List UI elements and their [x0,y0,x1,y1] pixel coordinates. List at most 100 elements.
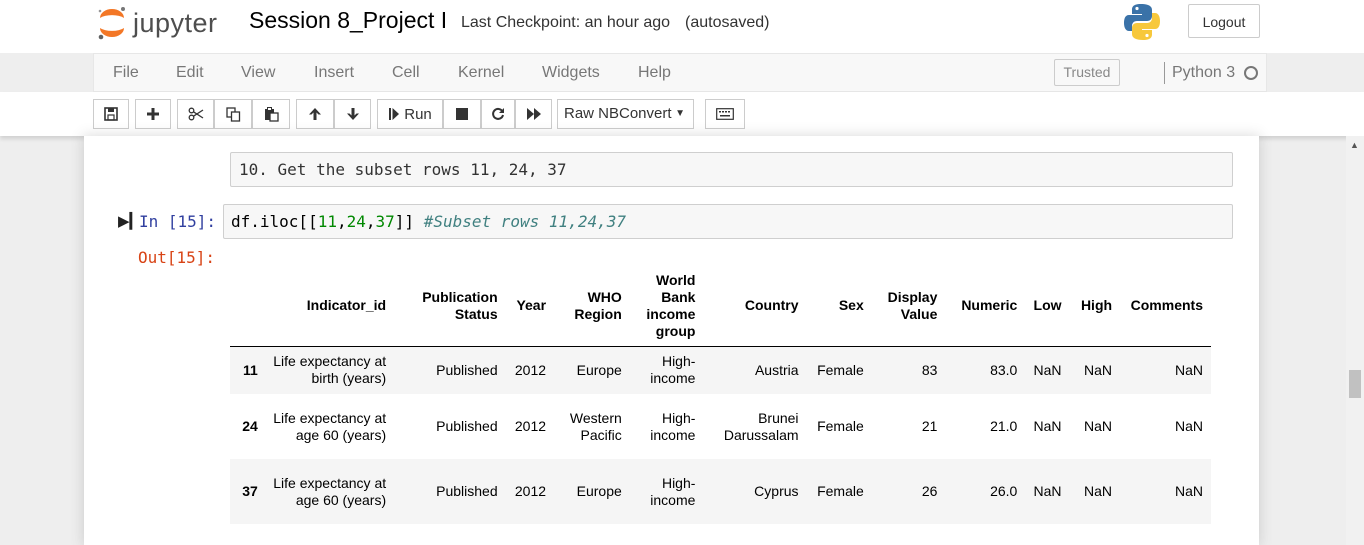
table-cell: Life expectancy at age 60 (years) [273,409,387,443]
arrow-up-icon [309,108,321,120]
menu-kernel[interactable]: Kernel [458,64,505,81]
table-cell: NaN [1084,483,1113,499]
table-header: Year [505,266,555,347]
menu-cell[interactable]: Cell [392,64,420,81]
cut-button[interactable] [177,99,214,129]
menu-view[interactable]: View [241,64,276,81]
code-text: ]] [394,212,424,231]
insert-cell-button[interactable] [135,99,171,129]
copy-button[interactable] [214,99,252,129]
interrupt-button[interactable] [443,99,481,129]
table-header: World Bank income group [629,266,704,347]
table-cell: Female [817,361,864,378]
table-cell: NaN [1084,361,1113,378]
menu-bar: File Edit View Insert Cell Kernel Widget… [93,53,1267,92]
table-cell: Published [436,418,498,434]
table-header: WHO Region [554,266,630,347]
run-button[interactable]: Run [377,99,443,129]
restart-run-all-button[interactable] [515,99,552,129]
table-cell: Female [817,418,864,434]
table-cell: 26 [921,483,938,499]
input-prompt: In [15]: [139,212,217,231]
stop-icon [456,108,468,120]
table-row: 37 Life expectancy at age 60 (years) Pub… [230,459,1211,524]
save-button[interactable] [93,99,129,129]
table-cell: 26.0 [990,483,1018,499]
code-number: 37 [375,212,395,231]
checkpoint-status: Last Checkpoint: an hour ago [461,14,671,31]
move-up-button[interactable] [296,99,334,129]
code-number: 11 [317,212,337,231]
table-cell: NaN [1033,418,1062,434]
table-cell: NaN [1084,418,1113,434]
python-logo-icon [1124,4,1160,40]
table-cell: Western Pacific [569,409,622,443]
table-cell: 21 [921,418,938,434]
table-cell: Brunei Darussalam [723,409,799,443]
kernel-idle-icon [1244,66,1258,80]
table-header: Display Value [871,266,946,347]
table-header: Indicator_id [265,266,395,347]
logout-button[interactable]: Logout [1188,4,1260,38]
cell-type-select[interactable]: Raw NBConvert ▼ [557,99,694,129]
caret-down-icon: ▼ [675,108,685,119]
scroll-up-icon[interactable]: ▲ [1350,140,1359,150]
cell-type-value: Raw NBConvert [564,105,672,122]
brand-name: jupyter [133,8,218,38]
dataframe-output: Indicator_id Publication Status Year WHO… [230,266,1211,524]
menu-insert[interactable]: Insert [314,64,355,81]
row-index: 37 [242,483,258,499]
code-comment: #Subset rows 11,24,37 [423,212,626,231]
table-cell: High-income [650,474,696,508]
table-header: High [1069,266,1121,347]
menu-widgets[interactable]: Widgets [542,64,600,81]
paste-button[interactable] [252,99,290,129]
keyboard-icon [716,108,734,120]
table-cell: NaN [1174,361,1203,378]
table-cell: High-income [650,353,696,387]
table-header: Publication Status [394,266,506,347]
table-cell: Published [436,483,498,499]
paste-icon [264,106,279,122]
menu-help[interactable]: Help [638,64,671,81]
restart-button[interactable] [481,99,515,129]
table-header: Country [703,266,807,347]
table-header-index [230,266,266,347]
jupyter-logo-icon [98,7,125,40]
table-cell: 83 [921,361,938,378]
table-cell: 21.0 [990,418,1018,434]
arrow-down-icon [346,108,359,120]
table-row: 24 Life expectancy at age 60 (years) Pub… [230,394,1211,459]
code-cell-input[interactable]: df.iloc[[11,24,37]] #Subset rows 11,24,3… [223,204,1233,239]
table-cell: Europe [576,483,622,499]
markdown-cell[interactable]: 10. Get the subset rows 11, 24, 37 [230,152,1233,187]
move-down-button[interactable] [334,99,371,129]
trusted-indicator[interactable]: Trusted [1054,59,1120,86]
table-cell: Life expectancy at age 60 (years) [273,474,387,508]
table-cell: Life expectancy at birth (years) [273,353,387,387]
menu-edit[interactable]: Edit [176,64,204,81]
output-prompt: Out[15]: [138,248,216,267]
scrollbar-thumb[interactable] [1349,370,1361,398]
table-header: Sex [806,266,872,347]
header: jupyter Session 8_Project I Last Checkpo… [0,0,1364,53]
table-cell: 83.0 [990,361,1018,378]
menu-file[interactable]: File [113,64,139,81]
table-cell: Female [817,483,864,499]
table-cell: NaN [1033,483,1062,499]
table-cell: 2012 [514,418,547,434]
table-cell: NaN [1033,361,1062,378]
page-scrollbar[interactable] [1346,136,1364,545]
kernel-name[interactable]: Python 3 [1172,64,1236,81]
command-palette-button[interactable] [705,99,745,129]
restart-icon [492,107,504,120]
table-cell: High-income [650,409,696,443]
table-row: 11 Life expectancy at birth (years) Publ… [230,346,1211,394]
copy-icon [225,106,240,122]
autosave-status: (autosaved) [685,14,770,31]
code-text: , [365,212,376,231]
table-cell: Published [436,361,498,378]
notebook-title[interactable]: Session 8_Project I [249,7,448,33]
save-icon [104,107,118,121]
table-cell: NaN [1174,418,1203,434]
